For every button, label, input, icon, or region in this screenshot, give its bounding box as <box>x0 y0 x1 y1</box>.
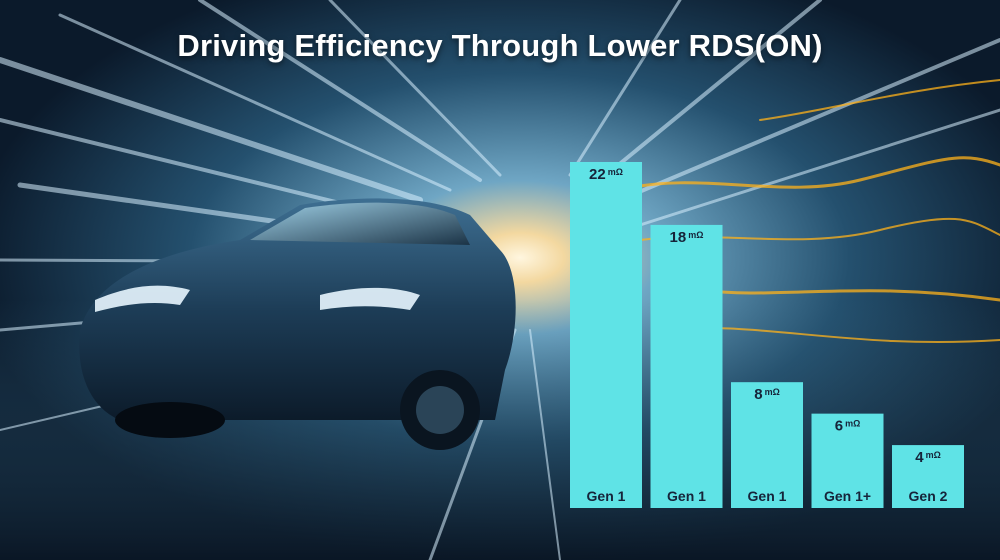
category-label-2: Gen 1 <box>667 488 706 504</box>
bar-value-number: 6 <box>835 418 843 435</box>
bar-value-number: 18 <box>670 229 687 246</box>
bar-1 <box>570 162 642 508</box>
category-label-5: Gen 2 <box>909 488 948 504</box>
bar-value-number: 22 <box>589 166 606 183</box>
bar-3 <box>731 382 803 508</box>
bar-value-unit: mΩ <box>688 230 703 240</box>
bar-value-label-3: 8 mΩ <box>754 386 780 403</box>
bar-value-unit: mΩ <box>926 450 941 460</box>
bar-value-unit: mΩ <box>765 387 780 397</box>
bar-value-label-1: 22 mΩ <box>589 166 623 183</box>
category-label-1: Gen 1 <box>587 488 626 504</box>
bar-value-label-2: 18 mΩ <box>670 229 704 246</box>
bar-2 <box>650 224 723 508</box>
category-label-3: Gen 1 <box>748 488 787 504</box>
bar-4 <box>811 413 884 508</box>
bar-5 <box>892 445 964 508</box>
page-title: Driving Efficiency Through Lower RDS(ON) <box>177 28 823 63</box>
bar-value-unit: mΩ <box>608 167 623 177</box>
bar-value-number: 8 <box>754 386 762 403</box>
bar-value-label-5: 4 mΩ <box>915 449 941 466</box>
bar-value-unit: mΩ <box>845 419 860 429</box>
bar-value-number: 4 <box>915 449 924 466</box>
car-illustration <box>79 198 516 450</box>
category-label-4: Gen 1+ <box>824 488 871 504</box>
bar-value-label-4: 6 mΩ <box>835 418 861 435</box>
